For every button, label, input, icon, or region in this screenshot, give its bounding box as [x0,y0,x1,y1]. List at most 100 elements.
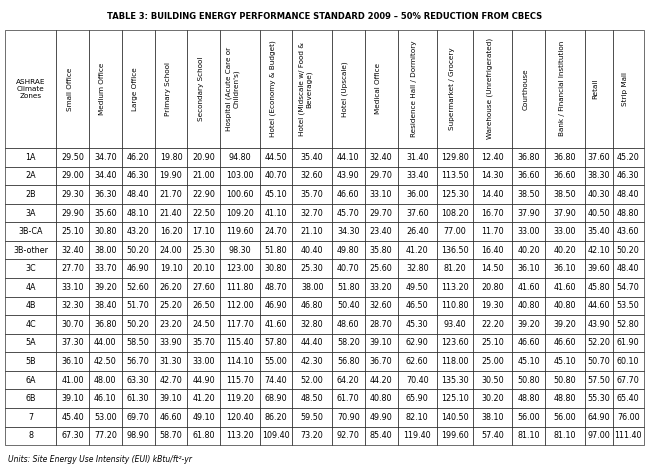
Text: 63.30: 63.30 [127,376,149,384]
Bar [89,222,122,241]
Bar [154,185,188,204]
Text: 48.10: 48.10 [127,209,149,218]
Text: 52.80: 52.80 [617,320,639,329]
Text: 69.70: 69.70 [127,413,149,422]
Bar [613,334,644,352]
Bar [473,204,513,222]
Text: Supermarket / Grocery: Supermarket / Grocery [449,47,455,130]
Text: 46.60: 46.60 [518,338,540,347]
Text: 2B: 2B [25,190,36,199]
Bar [398,352,437,371]
Text: 103.00: 103.00 [227,172,254,180]
Text: 35.70: 35.70 [301,190,324,199]
Bar [89,278,122,297]
Text: 32.70: 32.70 [301,209,324,218]
Text: 25.60: 25.60 [370,264,393,273]
Text: Hospital (Acute Care or
Children's): Hospital (Acute Care or Children's) [226,47,240,131]
Bar [154,259,188,278]
Text: 25.10: 25.10 [482,338,504,347]
Bar [513,278,545,297]
Bar [260,315,293,334]
Text: 42.50: 42.50 [94,357,117,366]
Text: 31.40: 31.40 [406,153,428,162]
Bar [220,352,260,371]
Text: Small Office: Small Office [66,67,73,110]
Bar [293,426,332,445]
Text: 3B-CA: 3B-CA [18,227,43,236]
Text: 98.90: 98.90 [127,431,149,440]
Text: 81.10: 81.10 [554,431,576,440]
Bar [398,148,437,166]
Text: 48.40: 48.40 [617,264,639,273]
Text: 22.50: 22.50 [192,209,215,218]
Text: 36.70: 36.70 [370,357,393,366]
Text: 50.20: 50.20 [127,320,149,329]
Bar [513,259,545,278]
Text: 81.10: 81.10 [518,431,540,440]
Bar [585,297,613,315]
Text: 73.20: 73.20 [301,431,324,440]
Text: 16.20: 16.20 [160,227,182,236]
Bar [260,30,293,148]
Bar [154,204,188,222]
Bar [56,371,89,389]
Bar [56,166,89,185]
Bar [220,389,260,408]
Bar [260,204,293,222]
Bar [473,222,513,241]
Text: 48.60: 48.60 [337,320,360,329]
Bar [188,222,220,241]
Text: 45.10: 45.10 [554,357,576,366]
Bar [260,166,293,185]
Text: 115.40: 115.40 [226,338,254,347]
Text: 21.70: 21.70 [160,190,182,199]
Text: 65.90: 65.90 [406,394,428,403]
Text: 54.70: 54.70 [617,283,639,292]
Bar [122,204,154,222]
Text: 50.70: 50.70 [587,357,610,366]
Bar [365,334,398,352]
Text: 35.40: 35.40 [587,227,610,236]
Bar [513,408,545,426]
Bar [5,334,56,352]
Bar [613,166,644,185]
Bar [154,166,188,185]
Bar [613,315,644,334]
Text: 44.40: 44.40 [301,338,323,347]
Bar [220,426,260,445]
Text: Medical Office: Medical Office [375,63,381,114]
Bar [473,352,513,371]
Text: 123.00: 123.00 [226,264,254,273]
Bar [188,241,220,259]
Bar [5,148,56,166]
Bar [613,222,644,241]
Text: 56.00: 56.00 [554,413,576,422]
Bar [437,408,473,426]
Bar [613,297,644,315]
Bar [473,389,513,408]
Bar [260,389,293,408]
Text: 45.70: 45.70 [337,209,360,218]
Text: 45.10: 45.10 [265,190,288,199]
Text: 114.10: 114.10 [227,357,254,366]
Bar [545,148,585,166]
Bar [260,278,293,297]
Text: 111.80: 111.80 [227,283,254,292]
Bar [398,259,437,278]
Bar [293,148,332,166]
Text: Hotel (Economy & Budget): Hotel (Economy & Budget) [269,40,276,137]
Text: 48.80: 48.80 [617,209,639,218]
Text: 36.80: 36.80 [518,153,540,162]
Text: 35.80: 35.80 [370,246,393,255]
Bar [122,297,154,315]
Bar [585,185,613,204]
Bar [188,166,220,185]
Text: 24.70: 24.70 [265,227,288,236]
Bar [154,222,188,241]
Text: 36.60: 36.60 [518,172,540,180]
Bar [220,148,260,166]
Text: 52.20: 52.20 [587,338,610,347]
Bar [56,426,89,445]
Text: 45.30: 45.30 [406,320,428,329]
Bar [220,30,260,148]
